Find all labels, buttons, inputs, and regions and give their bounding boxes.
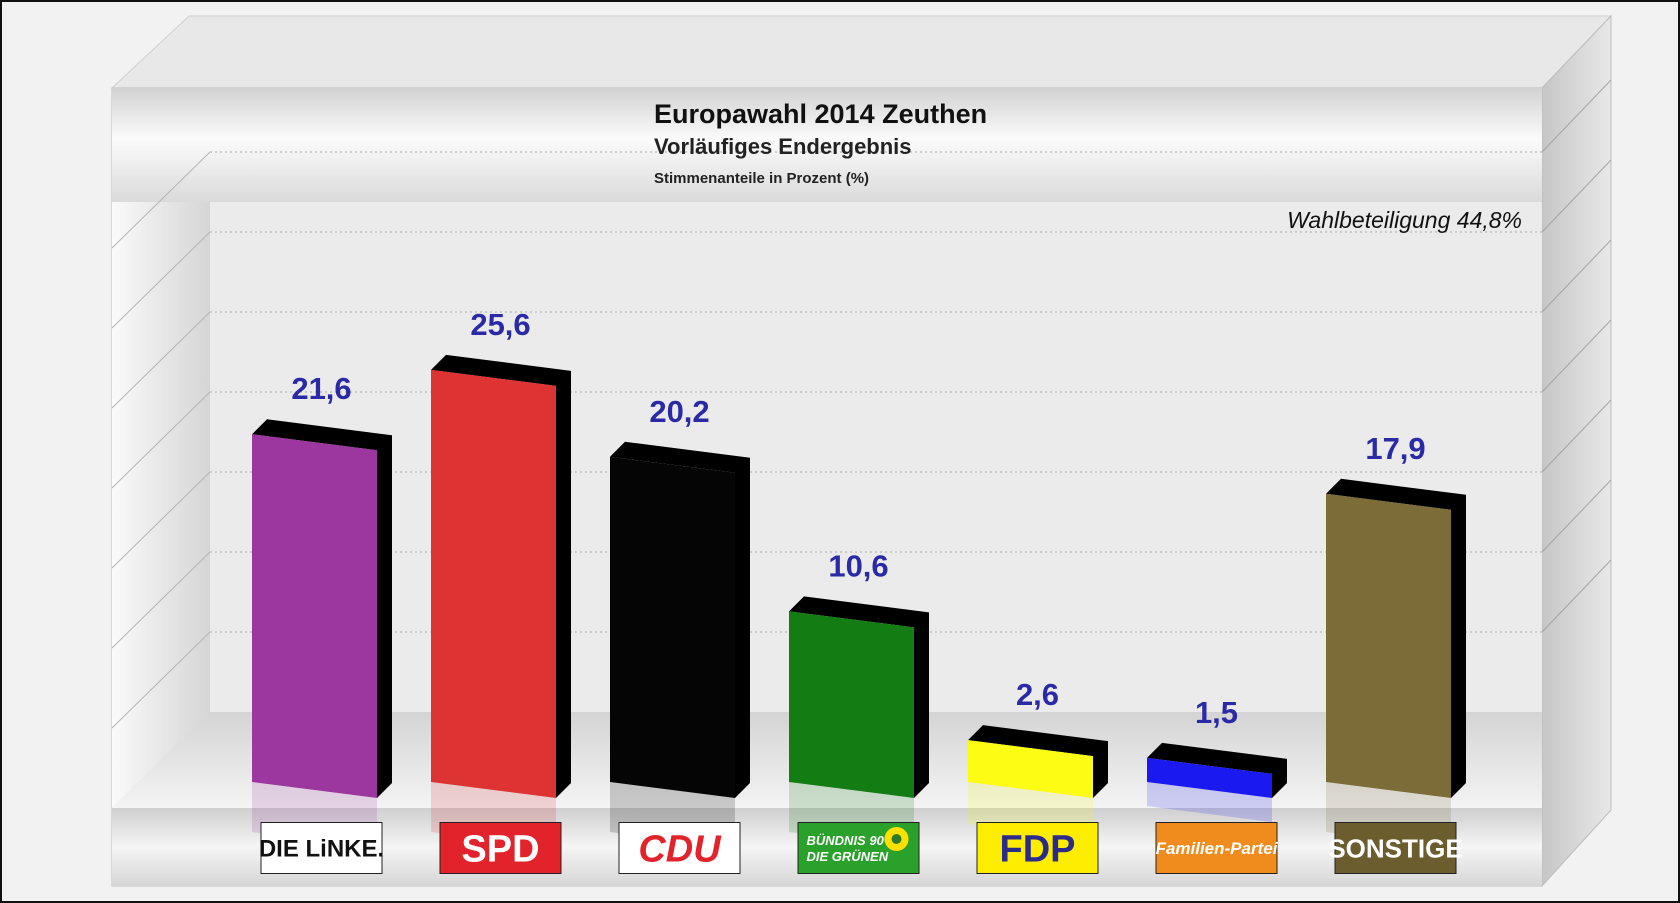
bar-0: [252, 419, 392, 848]
logo-background: [1156, 823, 1277, 873]
bar-side: [968, 725, 1108, 798]
bar-1: [431, 354, 571, 848]
logo-background: [977, 823, 1098, 873]
bar-front: [431, 369, 556, 798]
bar-2: [610, 441, 750, 848]
bar-front: [968, 740, 1093, 798]
bar-side: [789, 596, 929, 798]
bar-5: [1147, 742, 1287, 823]
gridline-right: [1541, 399, 1612, 473]
logo-text: Familien-Partei: [1156, 839, 1279, 858]
familien-partei-logo: Familien-Partei: [1155, 822, 1279, 874]
bar-side: [1147, 742, 1287, 798]
bar-front: [252, 434, 377, 798]
bar-front: [610, 456, 735, 798]
value-label: 2,6: [1016, 677, 1059, 712]
plot-left-wall: [112, 202, 210, 808]
logo-text: SPD: [461, 829, 539, 871]
gridline-right: [1541, 239, 1612, 313]
box-right-face: [1541, 14, 1612, 888]
gridline-side: [111, 151, 211, 249]
gridline-right: [1541, 479, 1612, 553]
gridline-side: [111, 631, 211, 729]
gridline-side: [111, 231, 211, 329]
sonstige-logo: SONSTIGE: [1328, 822, 1463, 874]
value-label: 1,5: [1195, 695, 1238, 730]
spd-logo: SPD: [439, 822, 562, 874]
gridline-side: [111, 311, 211, 409]
bar-front: [1147, 757, 1272, 798]
cdu-logo: CDU: [618, 822, 741, 874]
bar-reflection: [1147, 782, 1272, 823]
gridline-side: [111, 551, 211, 649]
value-label: 10,6: [828, 548, 888, 583]
logo-text: BÜNDNIS 90: [807, 833, 885, 848]
value-label: 25,6: [470, 307, 530, 342]
logo-background: [1335, 823, 1456, 873]
bar-side: [1326, 478, 1466, 798]
gridline-side: [111, 391, 211, 489]
logo-background: [261, 823, 382, 873]
logo-text: DIE GRÜNEN: [807, 849, 889, 864]
logo-text: DIE LiNKE.: [259, 836, 384, 863]
value-labels: 21,6 25,6 20,2 10,6 2,6 1,5 17,9: [291, 307, 1425, 730]
fdp-logo: FDP: [976, 822, 1099, 874]
gridline-right: [1541, 159, 1612, 233]
logo-background: [440, 823, 561, 873]
gridline-right: [1541, 79, 1612, 153]
chart-subtitle: Vorläufiges Endergebnis: [654, 134, 912, 159]
bar-3: [789, 596, 929, 848]
logo-background: [619, 823, 740, 873]
logo-text: FDP: [1000, 829, 1076, 871]
value-label: 17,9: [1365, 431, 1425, 466]
turnout-annotation: Wahlbeteiligung 44,8%: [1287, 207, 1522, 233]
gridline-right: [1541, 319, 1612, 393]
box-top-face: [110, 15, 1613, 89]
value-label: 20,2: [649, 394, 709, 429]
chart-unit-note: Stimmenanteile in Prozent (%): [654, 170, 869, 187]
bar-6: [1326, 478, 1466, 848]
logo-text: SONSTIGE: [1328, 833, 1462, 863]
bar-side: [431, 354, 571, 798]
bar-front: [789, 611, 914, 798]
bar-side: [252, 419, 392, 798]
bar-front: [1326, 493, 1451, 798]
title-band: [112, 88, 1542, 202]
die-linke-logo: DIE LiNKE.: [259, 822, 384, 874]
gridline-right: [1541, 559, 1612, 633]
sunflower-center: [891, 834, 902, 844]
logo-text: CDU: [638, 829, 722, 871]
gridline-side: [111, 471, 211, 569]
value-label: 21,6: [291, 371, 351, 406]
bar-side: [610, 441, 750, 798]
chart-title: Europawahl 2014 Zeuthen: [654, 99, 987, 129]
